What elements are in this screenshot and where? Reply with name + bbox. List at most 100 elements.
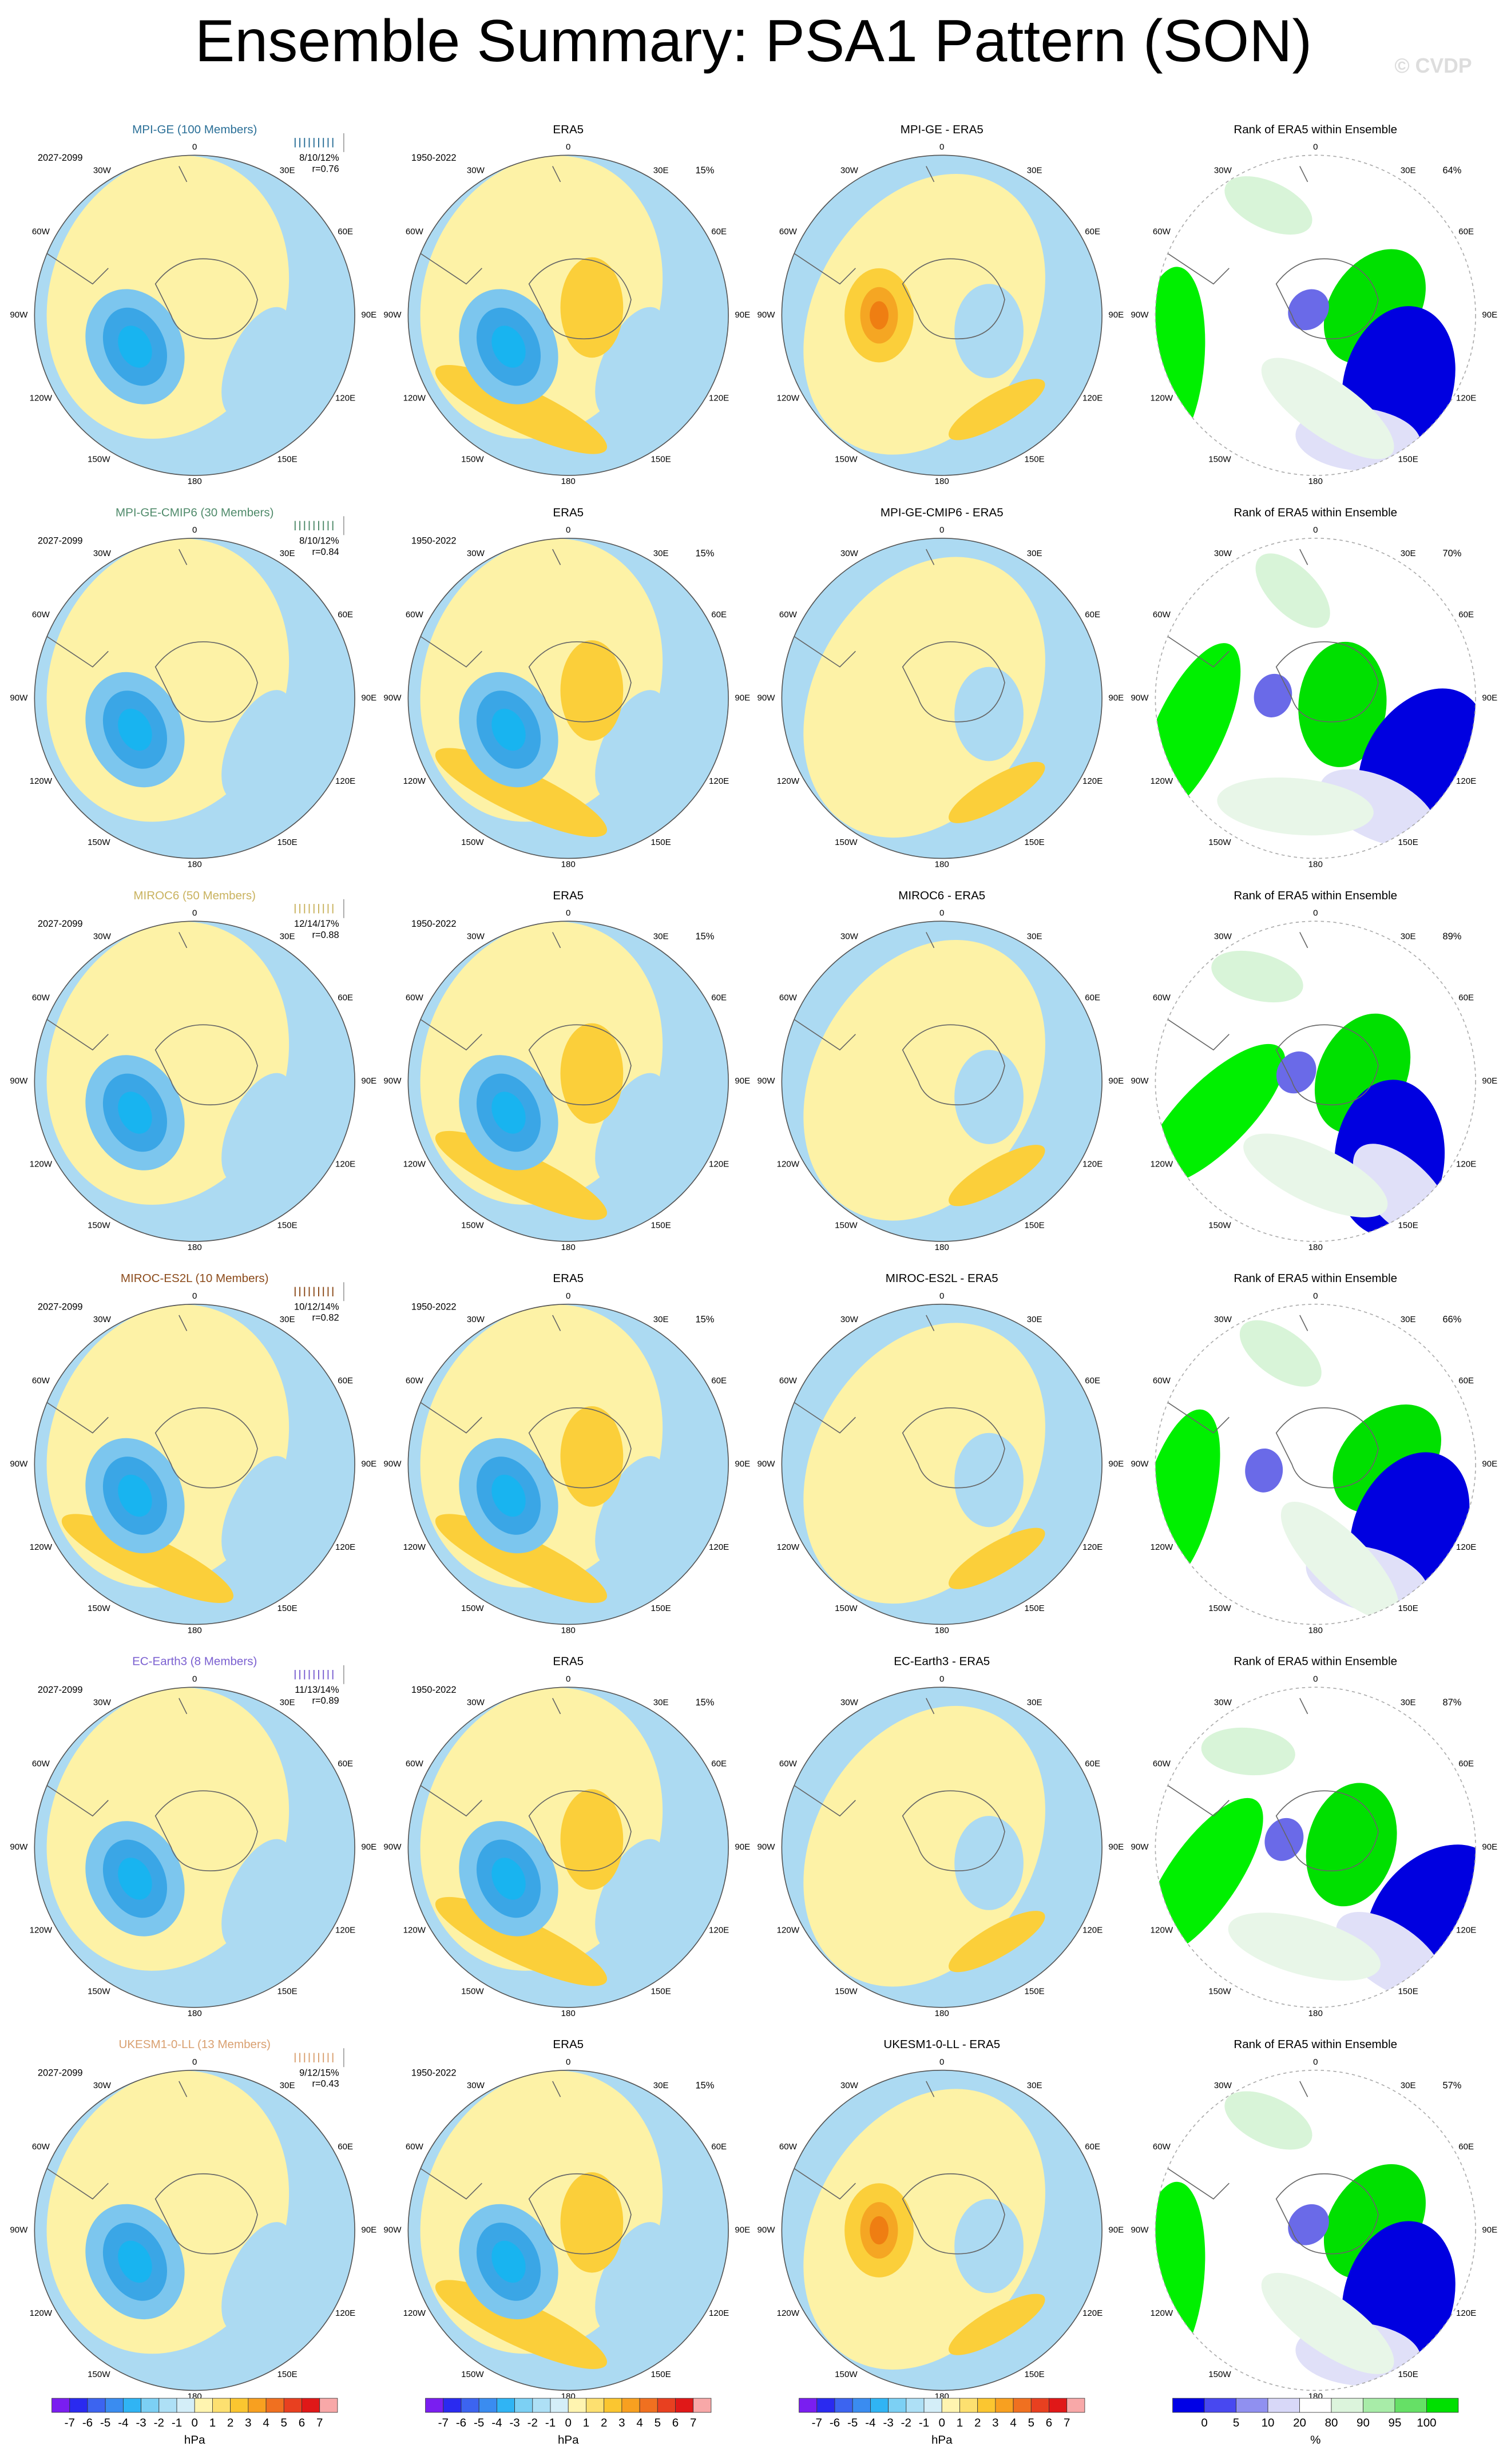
longitude-label: 60E	[338, 227, 353, 237]
colorbar-label: 1	[583, 2416, 589, 2429]
colorbar-label: -3	[136, 2416, 146, 2429]
anomaly	[118, 1474, 152, 1517]
anomaly	[491, 2240, 526, 2283]
longitude-label: 90E	[1482, 1076, 1497, 1086]
colorbar-label: 4	[636, 2416, 643, 2429]
anomaly	[221, 690, 294, 801]
longitude-label: 120E	[335, 2308, 355, 2318]
anomaly	[954, 1816, 1024, 1910]
longitude-label: 90W	[1131, 1459, 1149, 1469]
colorbar-label: 6	[299, 2416, 305, 2429]
map	[408, 1687, 729, 2007]
colorbar-box	[1204, 2398, 1236, 2413]
longitude-label: 120E	[1082, 1925, 1103, 1935]
rank-region	[1224, 2091, 1312, 2150]
colorbar-box	[1066, 2398, 1085, 2413]
longitude-label: 90W	[1131, 1076, 1149, 1086]
colorbar-label: -7	[65, 2416, 75, 2429]
longitude-label: 90E	[1108, 310, 1124, 320]
longitude-label: 120W	[30, 776, 53, 786]
longitude-label: 60E	[1458, 610, 1474, 620]
longitude-label: 150W	[835, 1221, 858, 1231]
colorbar-label: -5	[474, 2416, 484, 2429]
colorbar-box	[69, 2398, 88, 2413]
map	[34, 921, 355, 1241]
anomaly	[948, 2294, 1045, 2355]
longitude-label: 60W	[779, 227, 798, 237]
longitude-label: 90W	[1131, 693, 1149, 703]
longitude-label: 150E	[1025, 838, 1045, 847]
longitude-label: 60W	[1153, 227, 1171, 237]
percent-label: 15%	[695, 1697, 714, 1708]
longitude-label: 150E	[1398, 455, 1418, 465]
longitude-label: 150W	[88, 2370, 110, 2379]
longitude-label: 30W	[1214, 166, 1232, 176]
longitude-label: 30E	[1401, 1315, 1416, 1324]
colorbar-box	[478, 2398, 497, 2413]
anomaly	[948, 1145, 1045, 1207]
stats-label: 8/10/12%	[299, 536, 339, 546]
colorbar-box	[514, 2398, 533, 2413]
longitude-label: 90E	[361, 2225, 376, 2235]
panel-title: MIROC-ES2L (10 Members)	[121, 1272, 269, 1285]
longitude-label: 150W	[88, 1221, 110, 1231]
rank-region	[1280, 1501, 1399, 1620]
longitude-label: 60W	[1153, 2142, 1171, 2152]
longitude-label: 0	[566, 142, 570, 152]
longitude-label: 150E	[1398, 1221, 1418, 1231]
rank-region	[1276, 1051, 1316, 1094]
colorbar-label: 7	[316, 2416, 323, 2429]
longitude-label: 30W	[840, 1698, 859, 1708]
map-border	[407, 2069, 729, 2391]
longitude-label: 150W	[835, 838, 858, 847]
longitude-label: 150W	[88, 1604, 110, 1613]
anomaly	[221, 307, 294, 418]
anomaly	[948, 1911, 1045, 1973]
map-border	[34, 154, 355, 476]
longitude-label: 150W	[461, 1604, 484, 1613]
longitude-label: 120E	[709, 1542, 729, 1552]
anomaly	[560, 257, 624, 358]
longitude-label: 120E	[1456, 2308, 1476, 2318]
anomaly	[803, 1323, 1045, 1604]
anomaly	[595, 307, 667, 418]
longitude-label: 180	[561, 477, 576, 486]
longitude-label: 60E	[338, 610, 353, 620]
anomaly	[560, 1406, 624, 1507]
colorbar-box	[248, 2398, 267, 2413]
longitude-label: 180	[561, 1625, 576, 1635]
longitude-label: 90E	[1108, 1076, 1124, 1086]
colorbar-label: 2	[227, 2416, 233, 2429]
longitude-label: 120E	[1456, 394, 1476, 403]
panel-title: MIROC6 - ERA5	[898, 889, 985, 902]
coastline	[45, 932, 258, 1106]
coastline	[1166, 932, 1379, 1106]
panel-title: Rank of ERA5 within Ensemble	[1234, 1272, 1397, 1285]
coastline	[419, 932, 632, 1106]
longitude-label: 60E	[1085, 1376, 1100, 1386]
longitude-label: 60E	[1085, 2142, 1100, 2152]
colorbar-box	[888, 2398, 907, 2413]
longitude-label: 90W	[1131, 1842, 1149, 1852]
longitude-label: 90E	[1108, 1842, 1124, 1852]
longitude-label: 120W	[403, 776, 426, 786]
panel-title: ERA5	[553, 1655, 584, 1668]
longitude-label: 180	[561, 2009, 576, 2018]
panel-title: EC-Earth3 (8 Members)	[132, 1655, 257, 1668]
longitude-label: 0	[1313, 2057, 1318, 2067]
colorbar-label: -2	[528, 2416, 538, 2429]
anomaly	[595, 1073, 667, 1184]
longitude-label: 0	[566, 2057, 570, 2067]
longitude-label: 120E	[1456, 776, 1476, 786]
longitude-label: 60E	[1085, 1759, 1100, 1769]
coastline	[1166, 549, 1379, 723]
longitude-label: 90W	[10, 2225, 28, 2235]
longitude-label: 120W	[777, 776, 800, 786]
longitude-label: 150W	[461, 1986, 484, 1996]
period-label: 1950-2022	[411, 919, 457, 929]
period-label: 1950-2022	[411, 1685, 457, 1695]
longitude-label: 30E	[653, 549, 669, 558]
panel-title: MPI-GE (100 Members)	[132, 123, 257, 136]
period-label: 1950-2022	[411, 536, 457, 546]
